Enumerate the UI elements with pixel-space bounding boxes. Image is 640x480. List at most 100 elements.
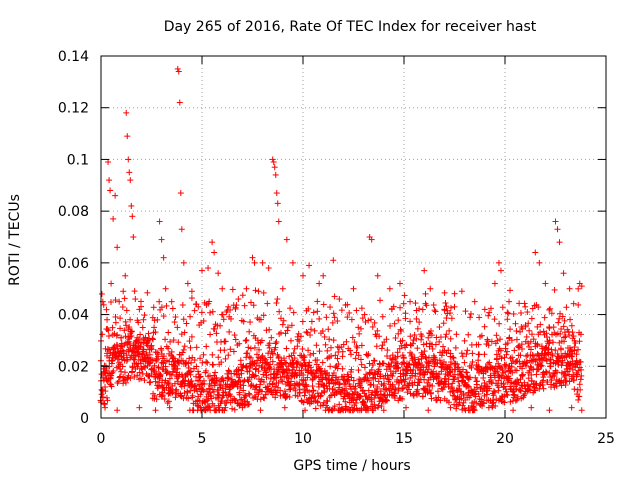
y-tick-label: 0.14: [58, 49, 89, 65]
data-point: [283, 360, 290, 367]
data-point: [195, 368, 202, 375]
data-point: [135, 353, 142, 360]
data-point: [291, 384, 298, 391]
data-point: [380, 360, 387, 367]
data-point: [140, 316, 147, 323]
data-point: [422, 290, 429, 297]
data-point: [413, 315, 420, 322]
data-point: [485, 312, 492, 319]
data-point: [328, 376, 335, 383]
data-point: [499, 304, 506, 311]
data-point: [127, 375, 134, 382]
data-point: [374, 272, 381, 279]
data-point: [169, 305, 176, 312]
data-point: [271, 164, 278, 171]
data-point: [284, 372, 291, 379]
data-point: [242, 393, 249, 400]
data-point: [299, 345, 306, 352]
data-point: [336, 401, 343, 408]
data-point: [267, 354, 274, 361]
data-point: [135, 336, 142, 343]
data-point: [162, 363, 169, 370]
data-point: [471, 298, 478, 305]
data-point: [281, 355, 288, 362]
data-point: [272, 383, 279, 390]
data-point: [314, 298, 321, 305]
data-point: [259, 259, 266, 266]
data-point: [275, 379, 282, 386]
data-point: [275, 218, 282, 225]
data-point: [325, 375, 332, 382]
y-axis-label: ROTI / TECUs: [7, 194, 23, 286]
data-point: [516, 300, 523, 307]
data-point: [305, 305, 312, 312]
data-point: [310, 388, 317, 395]
data-point: [144, 342, 151, 349]
data-point: [195, 377, 202, 384]
data-point: [222, 389, 229, 396]
data-point: [259, 352, 266, 359]
data-point: [451, 290, 458, 297]
data-point: [206, 298, 213, 305]
data-point: [165, 398, 172, 405]
data-point: [526, 327, 533, 334]
data-point: [137, 303, 144, 310]
data-point: [536, 259, 543, 266]
data-point: [395, 317, 402, 324]
data-point: [140, 363, 147, 370]
data-point: [568, 404, 575, 411]
data-point: [146, 379, 153, 386]
data-point: [101, 400, 108, 407]
data-point: [188, 377, 195, 384]
data-point: [128, 202, 135, 209]
data-point: [219, 311, 226, 318]
data-point: [199, 267, 205, 274]
data-point: [210, 388, 217, 395]
data-point: [312, 405, 319, 412]
data-point: [257, 316, 264, 323]
data-point: [335, 376, 342, 383]
data-point: [397, 304, 404, 311]
data-point: [527, 363, 534, 370]
data-point: [552, 218, 559, 225]
data-point: [281, 359, 288, 366]
data-point: [384, 347, 391, 354]
data-point: [243, 285, 250, 292]
data-point: [137, 331, 144, 338]
data-point: [188, 333, 195, 340]
data-point: [323, 314, 330, 321]
data-point: [156, 298, 163, 305]
data-point: [497, 267, 504, 274]
data-point: [300, 357, 307, 364]
data-point: [307, 332, 314, 339]
data-point: [450, 355, 457, 362]
data-point: [320, 272, 327, 279]
data-point: [247, 319, 254, 326]
data-point: [533, 371, 540, 378]
data-point: [469, 358, 476, 365]
data-point: [377, 297, 384, 304]
data-point: [152, 378, 159, 385]
data-point: [432, 308, 439, 315]
data-point: [567, 316, 574, 323]
data-point: [235, 371, 242, 378]
data-point: [225, 303, 232, 310]
data-point: [246, 391, 253, 398]
data-point: [166, 404, 173, 411]
data-point: [303, 328, 310, 335]
data-point: [251, 259, 258, 266]
data-point: [316, 348, 323, 355]
data-point: [362, 318, 369, 325]
data-point: [279, 378, 286, 385]
data-point: [431, 307, 438, 314]
data-point: [187, 368, 194, 375]
data-point: [205, 403, 212, 410]
data-point: [403, 404, 410, 411]
data-point: [291, 355, 298, 362]
data-point: [239, 292, 246, 299]
data-point: [281, 373, 288, 380]
data-point: [402, 315, 409, 322]
data-point: [227, 393, 234, 400]
data-point: [336, 296, 343, 303]
data-point: [329, 372, 336, 379]
